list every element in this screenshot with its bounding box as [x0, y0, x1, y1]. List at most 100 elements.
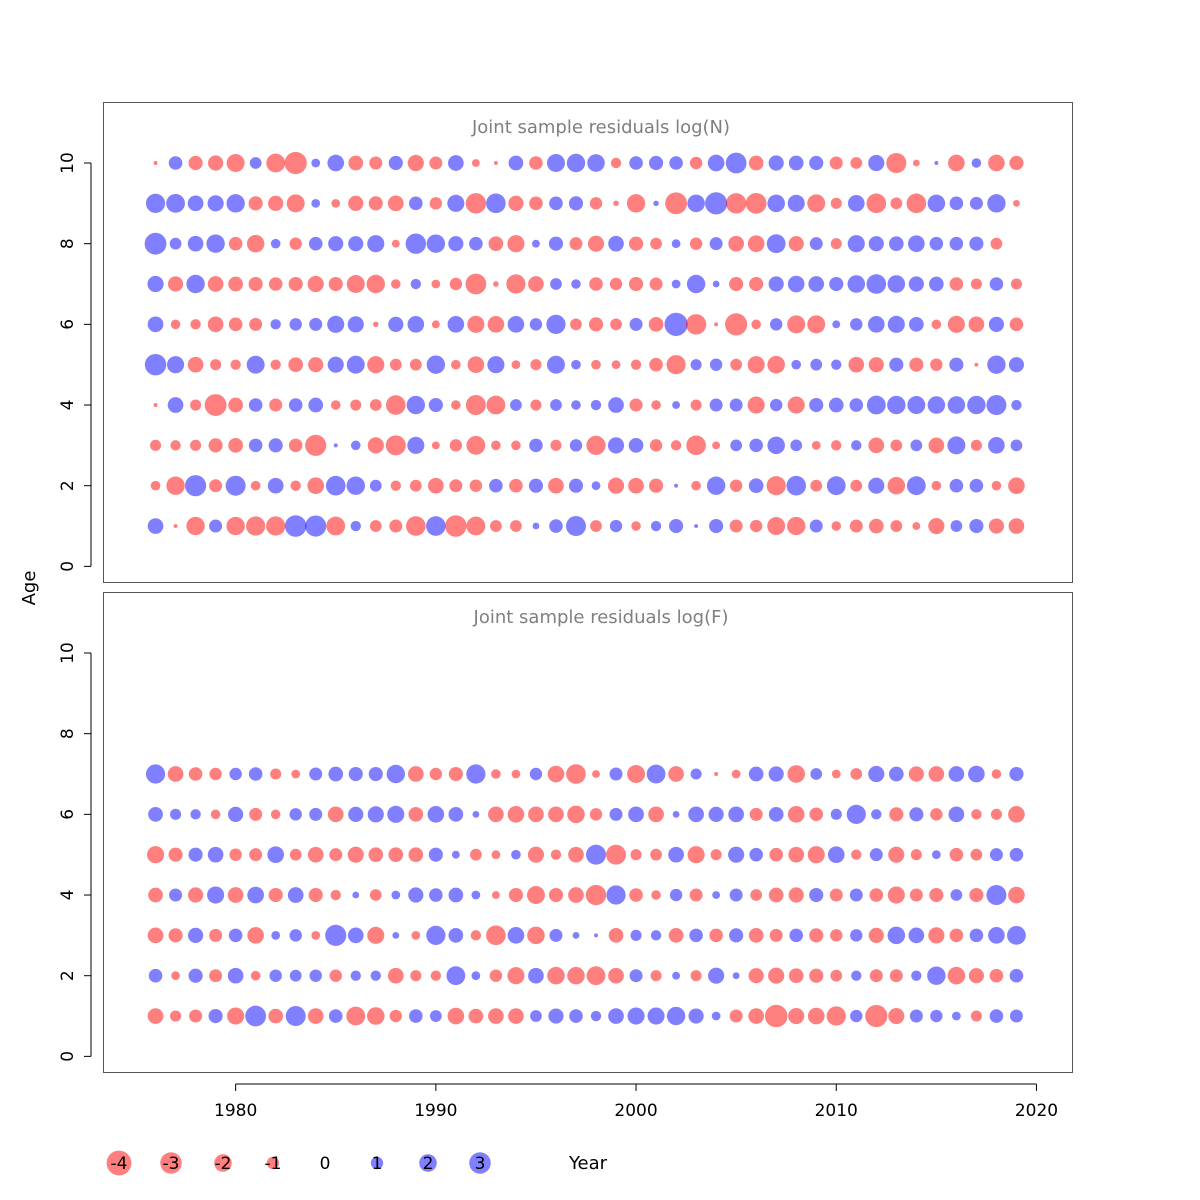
bubble-age6-2016: [947, 315, 965, 333]
bubble-age2-1979: [209, 969, 223, 983]
bubble-age4-1983: [288, 398, 303, 412]
bubble-age4-2012: [869, 888, 884, 902]
bubble-age6-1996: [548, 806, 564, 823]
bubble-age1-2015: [930, 1009, 943, 1023]
bubble-age9-2001: [653, 200, 659, 207]
x-tick-label: 2010: [815, 1101, 858, 1121]
bubble-age9-2003: [687, 194, 705, 213]
bubble-age4-1982: [269, 398, 283, 412]
bubble-age5-1982: [267, 846, 284, 863]
bubble-age6-2017: [968, 316, 985, 333]
bubble-age4-1998: [590, 399, 602, 411]
bubble-age7-1995: [529, 767, 543, 781]
bubble-age2-1988: [387, 967, 404, 984]
bubble-age1-1991: [445, 515, 467, 537]
bubble-age1-1978: [186, 516, 205, 536]
bubble-age7-2019: [1010, 278, 1022, 290]
bubble-age8-1992: [469, 236, 483, 251]
y-axis-panel-f: 0 2 4 6 8 10: [58, 642, 92, 1062]
bubble-age3-1997: [569, 439, 583, 452]
bubble-age5-1985: [329, 848, 343, 862]
bubble-age1-2007: [767, 517, 786, 536]
bubble-age7-2009: [808, 276, 825, 292]
panel-title-f: Joint sample residuals log(F): [473, 607, 729, 628]
bubble-age6-1985: [327, 315, 345, 333]
bubble-age5-1990: [426, 355, 446, 374]
bubble-age6-1992: [467, 315, 485, 333]
bubble-age4-2000: [629, 398, 643, 412]
bubble-age6-1986: [347, 316, 364, 333]
bubble-age3-1991: [449, 439, 463, 452]
bubble-age5-1998: [586, 844, 607, 865]
bubble-age6-1997: [570, 318, 582, 331]
bubble-age10-2001: [649, 155, 664, 171]
bubble-age1-1997: [565, 516, 586, 537]
bubble-age5-1988: [389, 358, 402, 371]
bubble-age6-2005: [725, 313, 748, 336]
bubble-age2-1984: [307, 477, 325, 495]
bubble-age7-1985: [328, 276, 343, 292]
bubble-age3-1995: [527, 926, 545, 945]
y-tick-label: 6: [58, 809, 78, 820]
bubble-age7-2018: [989, 277, 1004, 291]
bubble-age10-2010: [829, 156, 843, 170]
bubble-age3-2014: [910, 439, 923, 452]
bubble-age3-1977: [168, 928, 183, 943]
bubble-age1-2003: [688, 1008, 704, 1024]
bubble-age5-2019: [1009, 847, 1024, 862]
bubble-age4-2009: [809, 887, 824, 903]
bubble-age4-1988: [386, 395, 406, 415]
bubble-age7-2017: [968, 765, 985, 783]
bubble-age9-1986: [348, 195, 364, 211]
bubble-age4-2016: [950, 889, 963, 901]
bubble-age1-1989: [406, 516, 426, 536]
bubble-age9-2019: [1013, 199, 1020, 207]
bubble-age10-2003: [689, 156, 703, 170]
bubble-age4-1989: [406, 395, 426, 415]
bubble-age1-2000: [627, 1007, 645, 1025]
bubble-age1-1994: [510, 520, 522, 532]
bubble-age5-2016: [949, 357, 964, 372]
bubble-age1-1978: [189, 1009, 203, 1023]
bubble-age5-2001: [649, 357, 663, 372]
bubble-age8-1981: [246, 234, 265, 253]
bubble-age6-2006: [751, 319, 761, 330]
bubble-age7-1993: [491, 769, 501, 779]
bubble-age1-1984: [305, 515, 327, 537]
bubble-age8-2000: [628, 236, 644, 251]
bubble-age6-2012: [871, 809, 882, 820]
bubble-age2-1992: [469, 479, 483, 492]
bubble-age3-1989: [407, 436, 425, 454]
bubble-age1-1983: [284, 515, 307, 537]
bubble-age3-2005: [729, 928, 744, 943]
bubble-age10-2012: [868, 154, 885, 172]
bubble-age2-1978: [188, 968, 203, 983]
bubble-age1-2010: [831, 521, 842, 531]
bubble-age6-1985: [327, 806, 344, 823]
bubble-age3-2012: [868, 437, 885, 454]
bubble-age2-1976: [148, 968, 163, 983]
bubble-age8-2011: [847, 235, 865, 253]
bubble-age1-2007: [764, 1004, 788, 1028]
bubble-age2-1991: [446, 966, 466, 986]
bubble-age2-1988: [390, 480, 401, 491]
bubble-age4-1986: [352, 891, 360, 899]
bubble-age6-2000: [628, 806, 644, 823]
bubble-age8-2007: [766, 234, 786, 254]
bubble-age6-1999: [609, 807, 623, 821]
bubble-age3-2019: [1007, 925, 1026, 945]
bubble-age6-2000: [629, 317, 643, 331]
bubble-age3-1976: [147, 927, 164, 944]
bubble-age6-1993: [488, 806, 504, 823]
bubble-age3-1996: [549, 928, 563, 942]
bubble-age2-2003: [690, 970, 702, 982]
bubble-age6-2015: [931, 319, 942, 330]
bubble-age1-1984: [307, 1008, 324, 1024]
bubble-age4-1980: [228, 397, 243, 413]
bubble-age3-1991: [448, 928, 464, 943]
bubble-age9-1981: [248, 196, 263, 211]
bubble-age3-1997: [572, 931, 580, 939]
bubble-age2-1977: [166, 476, 185, 495]
bubble-age8-1976: [144, 232, 167, 255]
bubble-age8-1980: [228, 236, 243, 251]
